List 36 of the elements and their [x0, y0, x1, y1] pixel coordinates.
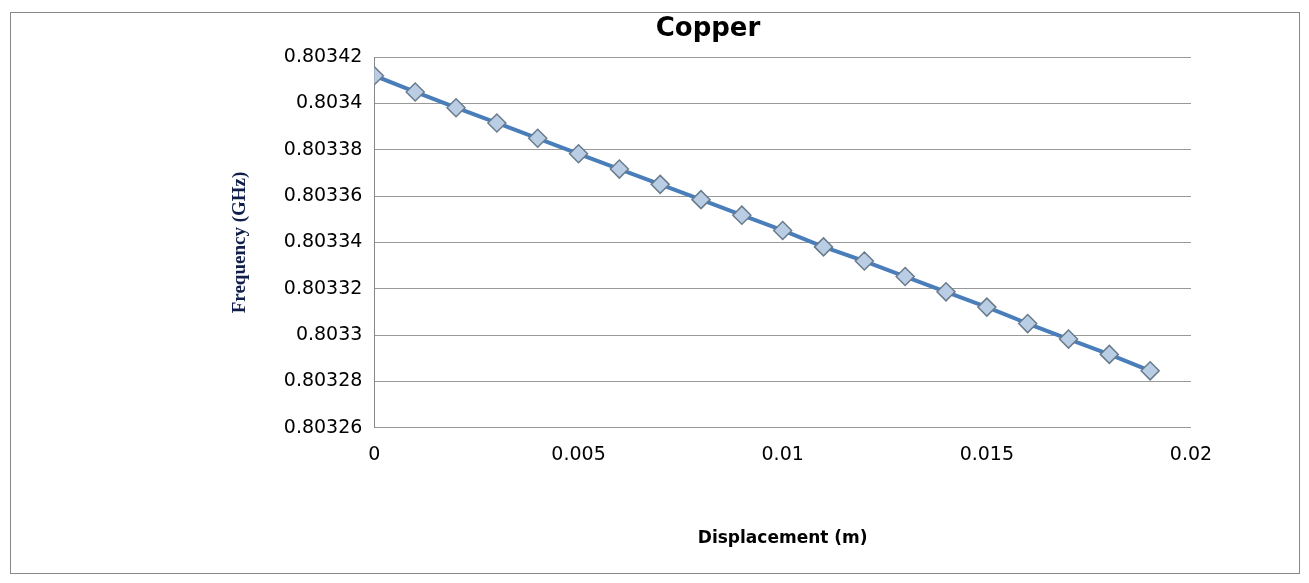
- point: [1017, 313, 1038, 334]
- point: [650, 174, 670, 195]
- point: [1140, 361, 1160, 381]
- y-tick-label: 0.80334: [283, 229, 363, 252]
- chart-title: Copper: [655, 12, 761, 43]
- point: [527, 128, 548, 149]
- x-axis-title: Displacement (m): [697, 527, 868, 548]
- y-tick-label: 0.8034: [295, 90, 363, 113]
- y-tick-label: 0.80338: [283, 136, 363, 159]
- point: [772, 220, 793, 241]
- y-tick-label: 0.80336: [283, 183, 363, 206]
- point: [895, 266, 915, 287]
- point: [936, 282, 956, 302]
- x-tick-label: 0.005: [551, 442, 606, 465]
- point: [977, 297, 997, 317]
- point: [568, 144, 589, 164]
- point: [854, 251, 875, 271]
- point: [691, 189, 711, 210]
- y-tick-label: 0.80326: [283, 414, 363, 437]
- x-tick-label: 0: [368, 442, 381, 465]
- y-tick-label: 0.80332: [283, 275, 363, 298]
- point: [446, 97, 466, 118]
- x-tick-label: 0.01: [761, 442, 804, 465]
- x-tick-label: 0.015: [959, 442, 1015, 465]
- y-tick-label: 0.80328: [283, 368, 363, 391]
- point: [813, 237, 834, 257]
- x-tick-label: 0.02: [1169, 442, 1213, 465]
- point: [487, 113, 507, 133]
- point: [1099, 344, 1120, 365]
- point: [1058, 329, 1079, 349]
- y-tick-label: 0.8033: [295, 322, 363, 345]
- y-tick-label: 0.80342: [283, 44, 363, 67]
- point: [732, 205, 752, 225]
- y-axis-title: Frequency (GHz): [228, 171, 251, 314]
- point: [405, 82, 425, 102]
- point: [609, 159, 630, 179]
